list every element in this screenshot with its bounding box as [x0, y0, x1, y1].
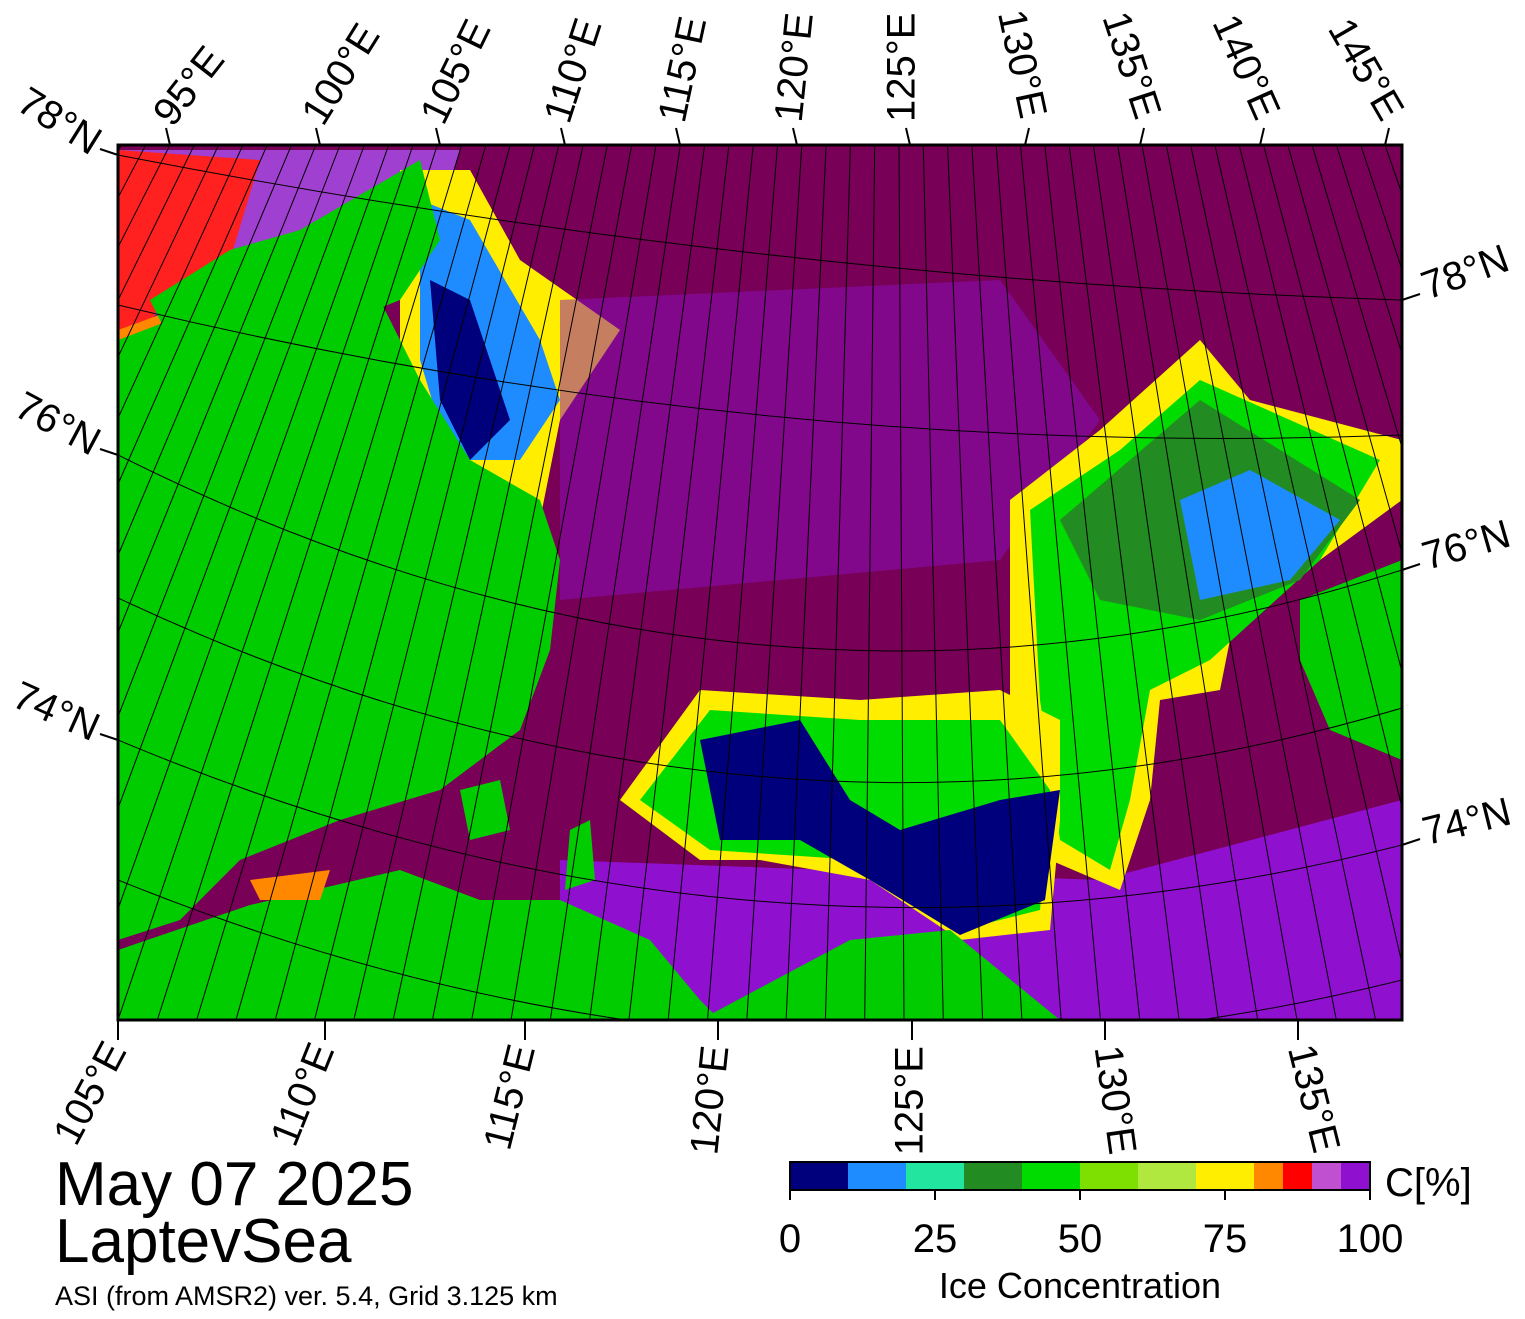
lat-label: 76°N [8, 383, 108, 464]
lon-label: 135°E [1279, 1040, 1348, 1157]
lon-label: 130°E [989, 6, 1055, 122]
lon-label: 100°E [293, 16, 388, 132]
tick [1025, 128, 1029, 145]
colorbar-segment [848, 1162, 906, 1190]
tick [100, 449, 118, 455]
tick [1140, 128, 1144, 145]
colorbar-segment [1138, 1162, 1196, 1190]
colorbar-tick-label: 0 [779, 1217, 801, 1261]
lon-label: 110°E [262, 1037, 343, 1152]
region: LaptevSea [55, 1207, 352, 1276]
meridian [0, 145, 73, 1020]
lon-label: 120°E [682, 1043, 737, 1156]
tick [100, 734, 118, 740]
colorbar-segment [790, 1162, 848, 1190]
lon-label: 140°E [1204, 8, 1289, 126]
colorbar-label: Ice Concentration [939, 1265, 1221, 1306]
meridian [0, 145, 121, 1020]
tick [676, 128, 680, 145]
lon-label: 125°E [880, 13, 924, 122]
colorbar-segment [1080, 1162, 1138, 1190]
colorbar-segment [1196, 1162, 1254, 1190]
lat-label: 74°N [1418, 790, 1515, 854]
tick [1385, 128, 1389, 145]
colorbar-segment [1022, 1162, 1080, 1190]
lon-label: 120°E [767, 11, 822, 124]
meridian [0, 145, 24, 1020]
colorbar-tick-label: 25 [913, 1217, 958, 1261]
map-body [0, 10, 1525, 1174]
tick [561, 128, 565, 145]
lon-label: 105°E [45, 1035, 135, 1152]
lon-label: 145°E [1319, 11, 1412, 128]
colorbar-tick-label: 100 [1337, 1217, 1404, 1261]
tick [793, 128, 797, 145]
colorbar-tick-label: 75 [1203, 1217, 1248, 1261]
tick [906, 128, 910, 145]
lon-label: 115°E [476, 1040, 544, 1154]
colorbar-unit: C[%] [1385, 1161, 1472, 1205]
tick [166, 128, 170, 145]
tick [1260, 128, 1264, 145]
tick [316, 128, 320, 145]
lon-label: 105°E [412, 13, 500, 131]
tick [1402, 839, 1420, 845]
lat-label: 76°N [1417, 512, 1515, 579]
tick [1402, 564, 1420, 570]
lon-label: 95°E [145, 38, 233, 134]
tick [1402, 294, 1420, 300]
colorbar-segment [906, 1162, 964, 1190]
colorbar-segment [1341, 1162, 1370, 1190]
colorbar: 0 25 50 75 100 [779, 1162, 1404, 1261]
lat-label: 74°N [6, 673, 106, 750]
lon-label: 125°E [888, 1046, 932, 1155]
lon-label: 135°E [1094, 6, 1170, 124]
lon-label: 115°E [650, 13, 715, 126]
colorbar-segment [1254, 1162, 1283, 1190]
lon-label: 110°E [536, 13, 611, 128]
meridian [0, 145, 97, 1020]
colorbar-segment [1283, 1162, 1312, 1190]
lon-label: 130°E [1086, 1043, 1145, 1157]
lat-label: 78°N [10, 79, 109, 164]
tick [100, 149, 118, 155]
lat-label: 78°N [1416, 236, 1515, 308]
colorbar-segment [964, 1162, 1022, 1190]
colorbar-tick-label: 50 [1058, 1217, 1103, 1261]
meridian [0, 145, 49, 1020]
source: ASI (from AMSR2) ver. 5.4, Grid 3.125 km [55, 1281, 558, 1311]
tick [436, 128, 440, 145]
colorbar-segment [1312, 1162, 1341, 1190]
